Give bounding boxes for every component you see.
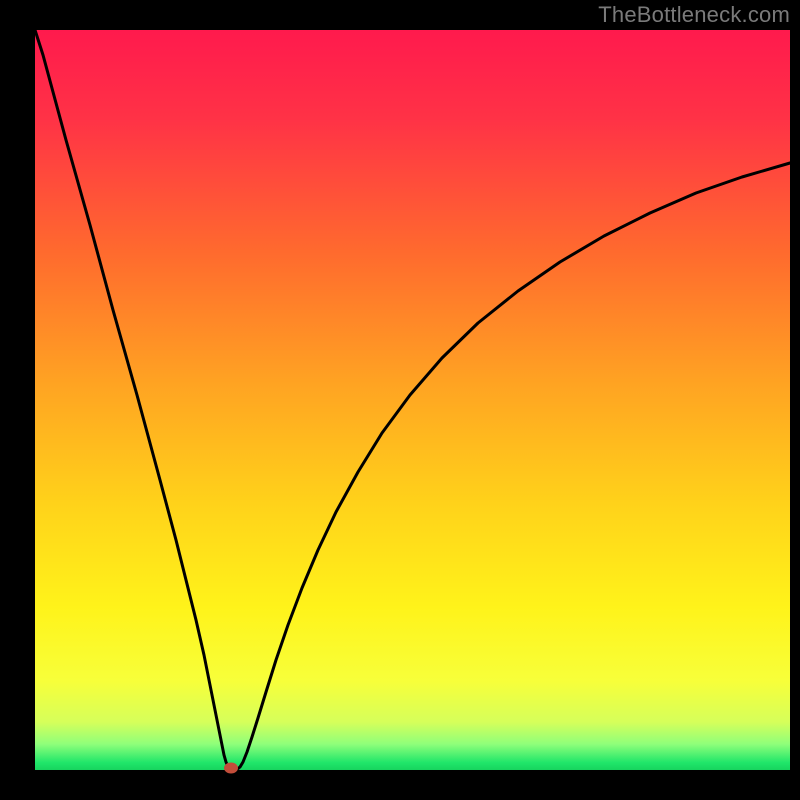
plot-area bbox=[35, 30, 790, 770]
chart-stage: TheBottleneck.com bbox=[0, 0, 800, 800]
watermark-text: TheBottleneck.com bbox=[598, 2, 790, 28]
chart-svg bbox=[0, 0, 800, 800]
minimum-marker bbox=[224, 763, 238, 774]
